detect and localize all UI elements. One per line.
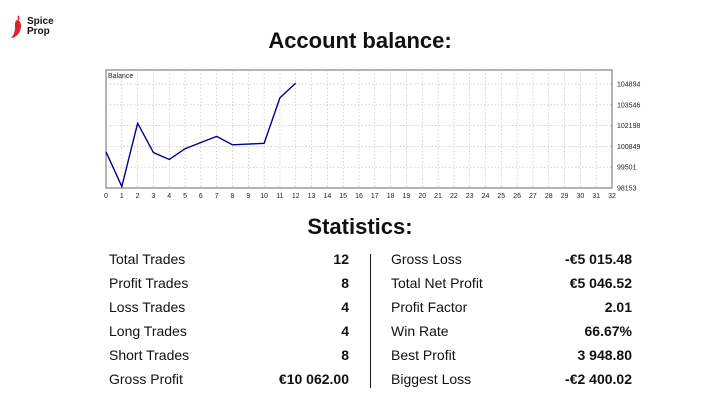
x-tick-label: 9 [246, 193, 250, 200]
x-tick-label: 12 [292, 193, 300, 200]
stat-label: Win Rate [391, 323, 449, 339]
x-tick-label: 4 [167, 193, 171, 200]
balance-chart-svg: 0 1 2 3 4 5 6 7 8 9 10 11 12 13 14 15 16 17 18 19 20 21 22 23 24… [104, 69, 640, 200]
stat-label: Profit Trades [109, 275, 189, 291]
stat-value: 12 [333, 251, 349, 267]
logo-line-1: Spice [27, 16, 54, 27]
x-tick-label: 13 [308, 193, 316, 200]
chart-legend: Balance [108, 73, 133, 80]
stat-row-profit-trades: Profit Trades 8 [109, 275, 349, 295]
stat-row-biggest-loss: Biggest Loss -€2 400.02 [391, 371, 632, 391]
x-tick-label: 10 [260, 193, 268, 200]
y-tick-label: 99501 [617, 165, 637, 172]
x-tick-label: 31 [592, 193, 600, 200]
x-tick-label: 17 [371, 193, 379, 200]
x-tick-label: 28 [545, 193, 553, 200]
x-tick-label: 23 [466, 193, 474, 200]
y-tick-label: 98153 [617, 186, 637, 193]
logo-text: Spice Prop [27, 17, 54, 37]
x-tick-label: 3 [151, 193, 155, 200]
x-tick-label: 6 [199, 193, 203, 200]
y-tick-label: 100849 [617, 144, 640, 151]
stat-row-profit-factor: Profit Factor 2.01 [391, 299, 632, 319]
account-balance-title: Account balance: [268, 28, 452, 53]
stat-value: 4 [341, 299, 349, 315]
x-tick-label: 15 [339, 193, 347, 200]
x-tick-label: 22 [450, 193, 458, 200]
chili-pepper-icon [11, 15, 22, 38]
stat-row-loss-trades: Loss Trades 4 [109, 299, 349, 319]
stat-row-best-profit: Best Profit 3 948.80 [391, 347, 632, 367]
stat-label: Total Net Profit [391, 275, 483, 291]
statistics-title: Statistics: [307, 214, 413, 239]
stat-row-gross-loss: Gross Loss -€5 015.48 [391, 251, 632, 271]
x-tick-label: 0 [104, 193, 108, 200]
y-tick-label: 102198 [617, 123, 640, 130]
x-tick-label: 5 [183, 193, 187, 200]
x-tick-label: 2 [136, 193, 140, 200]
x-tick-label: 21 [434, 193, 442, 200]
stat-value: €5 046.52 [569, 275, 632, 291]
stat-label: Short Trades [109, 347, 190, 363]
stats-right-column: Gross Loss -€5 015.48 Total Net Profit €… [391, 251, 632, 391]
stat-row-short-trades: Short Trades 8 [109, 347, 349, 367]
x-tick-label: 24 [482, 193, 490, 200]
stat-value: 2.01 [604, 299, 632, 315]
x-tick-label: 14 [323, 193, 331, 200]
stat-value: 3 948.80 [577, 347, 633, 363]
stat-label: Profit Factor [391, 299, 468, 315]
x-tick-label: 25 [497, 193, 505, 200]
stat-label: Gross Loss [391, 251, 462, 267]
stat-value: -€5 015.48 [565, 251, 632, 267]
x-tick-label: 7 [215, 193, 219, 200]
x-tick-label: 26 [513, 193, 521, 200]
x-tick-label: 27 [529, 193, 537, 200]
stat-value: €10 062.00 [278, 371, 349, 387]
spice-prop-logo: Spice Prop [10, 14, 54, 40]
x-tick-label: 30 [576, 193, 584, 200]
x-tick-label: 1 [120, 193, 124, 200]
x-tick-label: 18 [387, 193, 395, 200]
stat-row-total-net-profit: Total Net Profit €5 046.52 [391, 275, 632, 295]
x-tick-label: 16 [355, 193, 363, 200]
stats-left-column: Total Trades 12 Profit Trades 8 Loss Tra… [109, 251, 349, 391]
stat-value: -€2 400.02 [565, 371, 632, 387]
x-tick-label: 11 [276, 193, 283, 200]
stat-value: 8 [341, 347, 349, 363]
stat-label: Best Profit [391, 347, 456, 363]
logo-line-2: Prop [27, 26, 50, 37]
y-tick-label: 104894 [617, 81, 640, 88]
stat-value: 8 [341, 275, 349, 291]
stat-label: Biggest Loss [391, 371, 472, 387]
stat-row-win-rate: Win Rate 66.67% [391, 323, 632, 343]
x-tick-label: 19 [403, 193, 411, 200]
x-tick-label: 8 [231, 193, 235, 200]
stat-row-total-trades: Total Trades 12 [109, 251, 349, 271]
stat-row-gross-profit: Gross Profit €10 062.00 [109, 371, 349, 391]
stat-value: 4 [341, 323, 349, 339]
x-tick-label: 29 [561, 193, 569, 200]
stat-value: 66.67% [584, 323, 632, 339]
stat-row-long-trades: Long Trades 4 [109, 323, 349, 343]
stat-label: Gross Profit [109, 371, 183, 387]
y-tick-label: 103546 [617, 102, 640, 109]
balance-chart: 0 1 2 3 4 5 6 7 8 9 10 11 12 13 14 15 16 17 18 19 20 21 22 23 24… [100, 68, 660, 203]
stats-divider [370, 254, 371, 388]
stat-label: Loss Trades [109, 299, 186, 315]
x-tick-label: 20 [418, 193, 426, 200]
x-tick-label: 32 [608, 193, 616, 200]
stat-label: Total Trades [109, 251, 186, 267]
stat-label: Long Trades [109, 323, 187, 339]
